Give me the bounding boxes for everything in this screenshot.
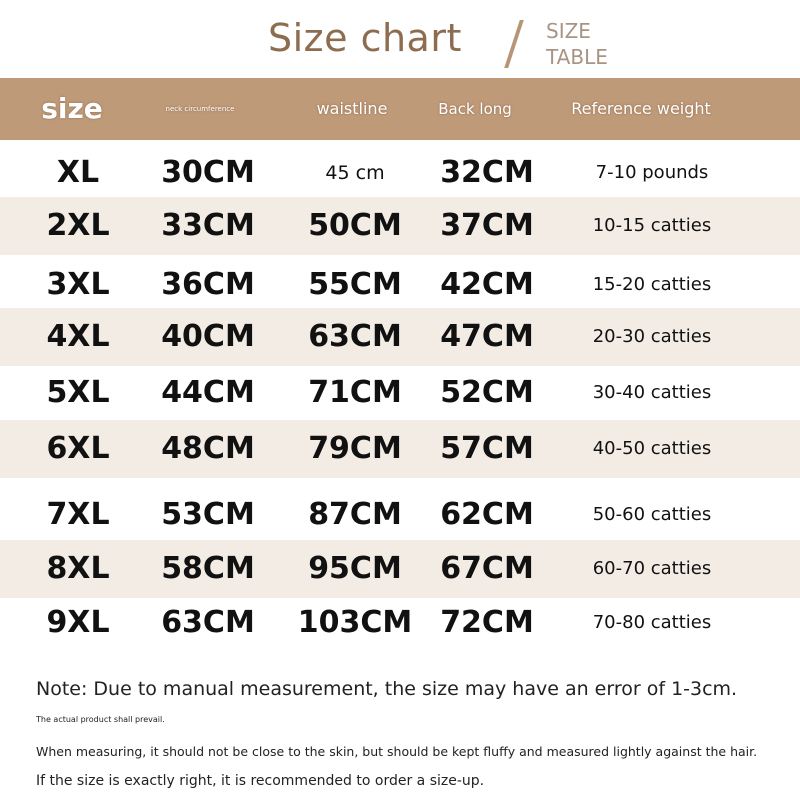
note-measuring: When measuring, it should not be close t…: [36, 744, 758, 759]
cell-waistline: 71CM: [308, 375, 402, 410]
cell-back-long: 32CM: [440, 155, 534, 190]
cell-weight: 60-70 catties: [592, 558, 712, 579]
cell-waistline: 50CM: [308, 208, 402, 243]
cell-back-long: 42CM: [440, 267, 534, 302]
cell-waistline: 103CM: [297, 605, 413, 640]
table-row: 4XL 40CM 63CM 47CM 20-30 catties: [0, 308, 800, 366]
cell-neck: 63CM: [161, 605, 255, 640]
cell-neck: 36CM: [161, 267, 255, 302]
cell-back-long: 37CM: [440, 208, 534, 243]
cell-weight: 20-30 catties: [592, 326, 712, 347]
cell-weight: 50-60 catties: [592, 504, 712, 525]
note-prevail: The actual product shall prevail.: [36, 715, 165, 724]
table-row: 8XL 58CM 95CM 67CM 60-70 catties: [0, 540, 800, 598]
header-back-long: Back long: [438, 100, 512, 118]
subtitle: SIZE TABLE: [546, 18, 608, 70]
cell-waistline: 95CM: [308, 551, 402, 586]
note-main: Note: Due to manual measurement, the siz…: [36, 678, 738, 700]
divider-slash: [504, 20, 524, 68]
cell-weight: 30-40 catties: [592, 382, 712, 403]
note-size-up: If the size is exactly right, it is reco…: [36, 773, 485, 789]
cell-neck: 33CM: [161, 208, 255, 243]
subtitle-line: SIZE: [546, 19, 591, 43]
cell-back-long: 47CM: [440, 319, 534, 354]
cell-size: 4XL: [46, 319, 110, 354]
cell-waistline: 55CM: [308, 267, 402, 302]
cell-weight: 40-50 catties: [592, 438, 712, 459]
cell-size: 2XL: [46, 208, 110, 243]
table-row: XL 30CM 45 cm 32CM 7-10 pounds: [0, 144, 800, 202]
cell-size: 3XL: [46, 267, 110, 302]
header-weight: Reference weight: [571, 99, 711, 118]
cell-waistline: 87CM: [308, 497, 402, 532]
cell-waistline: 79CM: [308, 431, 402, 466]
cell-neck: 40CM: [161, 319, 255, 354]
cell-back-long: 72CM: [440, 605, 534, 640]
page-title: Size chart: [268, 16, 462, 60]
table-row: 7XL 53CM 87CM 62CM 50-60 catties: [0, 486, 800, 544]
table-header: size neck circumference waistline Back l…: [0, 78, 800, 140]
header-neck: neck circumference: [165, 105, 235, 113]
cell-waistline: 63CM: [308, 319, 402, 354]
cell-weight: 10-15 catties: [592, 215, 712, 236]
header-waistline: waistline: [316, 99, 388, 118]
cell-size: XL: [56, 155, 100, 190]
cell-back-long: 62CM: [440, 497, 534, 532]
cell-neck: 48CM: [161, 431, 255, 466]
cell-back-long: 67CM: [440, 551, 534, 586]
cell-size: 9XL: [46, 605, 110, 640]
table-row: 3XL 36CM 55CM 42CM 15-20 catties: [0, 256, 800, 314]
table-row: 5XL 44CM 71CM 52CM 30-40 catties: [0, 364, 800, 422]
cell-size: 5XL: [46, 375, 110, 410]
cell-neck: 58CM: [161, 551, 255, 586]
cell-back-long: 52CM: [440, 375, 534, 410]
header-size: size: [41, 92, 103, 125]
cell-neck: 53CM: [161, 497, 255, 532]
cell-weight: 15-20 catties: [592, 274, 712, 295]
cell-weight: 7-10 pounds: [595, 162, 709, 183]
table-row: 9XL 63CM 103CM 72CM 70-80 catties: [0, 594, 800, 652]
cell-size: 8XL: [46, 551, 110, 586]
cell-weight: 70-80 catties: [592, 612, 712, 633]
cell-back-long: 57CM: [440, 431, 534, 466]
subtitle-line: TABLE: [546, 45, 608, 69]
cell-neck: 30CM: [161, 155, 255, 190]
cell-size: 7XL: [46, 497, 110, 532]
table-row: 2XL 33CM 50CM 37CM 10-15 catties: [0, 197, 800, 255]
cell-waistline: 45 cm: [325, 162, 385, 184]
table-row: 6XL 48CM 79CM 57CM 40-50 catties: [0, 420, 800, 478]
cell-neck: 44CM: [161, 375, 255, 410]
cell-size: 6XL: [46, 431, 110, 466]
